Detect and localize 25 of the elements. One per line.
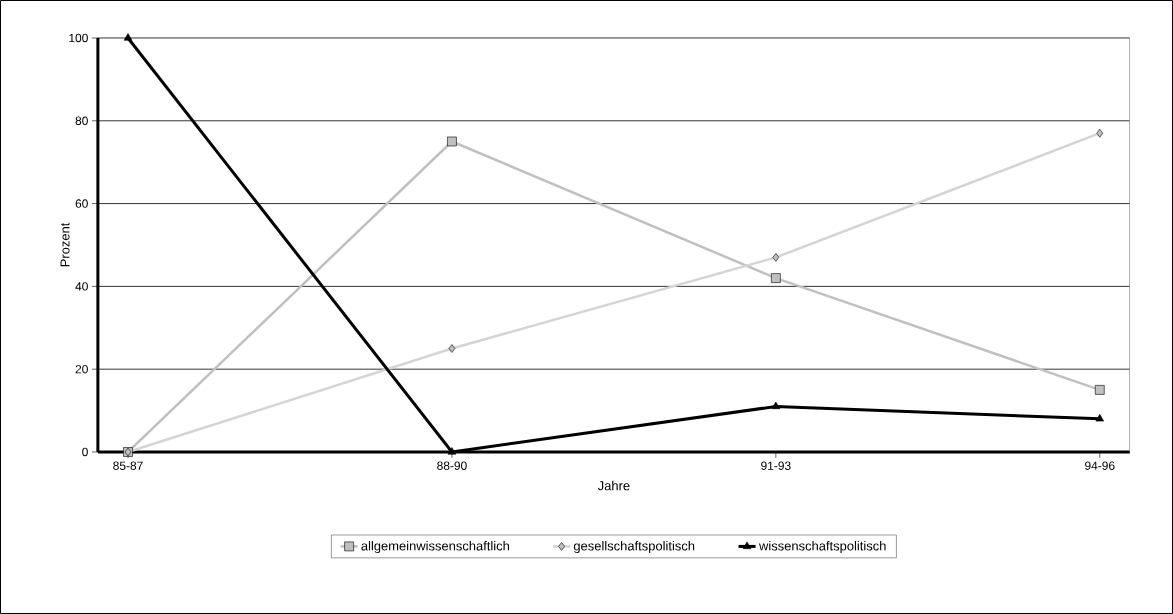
y-tick-label: 60 [75,199,88,208]
y-axis-title: Prozent [60,222,70,267]
point [447,136,457,147]
x-tick-label: 94-96 [1085,461,1115,470]
point [771,273,781,283]
point [772,253,780,262]
y-tick-label: 80 [75,116,88,126]
point [1096,128,1104,138]
point [771,401,781,409]
point [448,344,456,353]
y-tick-label: 0 [82,447,88,457]
legend-label: wissenschaftspolitisch [759,540,886,554]
point [123,33,133,41]
legend-label: gesellschaftspolitisch [573,540,695,554]
legend-label: allgemeinwissenschaftlich [361,540,509,554]
y-tick-label: 20 [75,364,88,374]
x-tick-label: 88-90 [437,461,467,470]
y-tick-label: 40 [75,282,88,291]
x-axis-title: Jahre [597,480,630,491]
point [1095,414,1104,422]
point [1094,385,1105,395]
x-tick-label: 85-87 [113,461,143,470]
point [447,447,457,455]
x-tick-label: 91-93 [761,461,791,470]
y-tick-label: 100 [69,33,88,43]
